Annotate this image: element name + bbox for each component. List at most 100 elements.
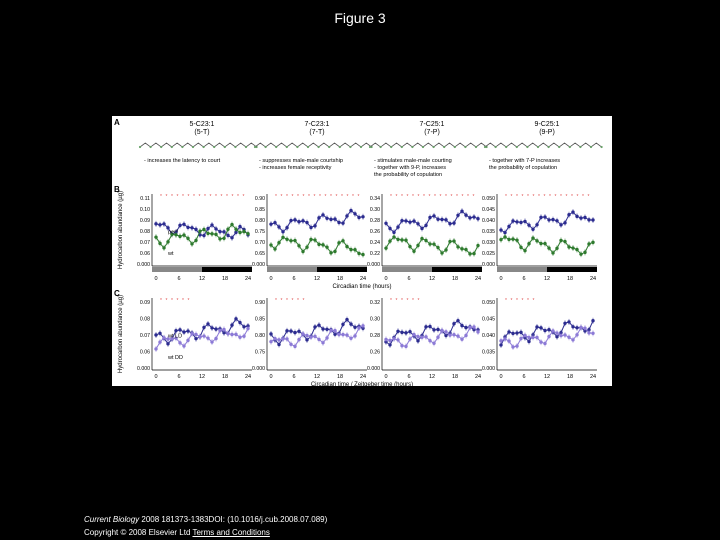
series-per-point (214, 227, 218, 231)
x-tick-label: 24 (360, 374, 366, 380)
series-ld-point (333, 332, 337, 336)
series-wt-point (503, 235, 507, 239)
series-wt-point (218, 237, 222, 241)
series-per-point (361, 215, 365, 219)
series-per-line (270, 209, 364, 233)
panel-a-note: - together with 9-P, increases (374, 165, 446, 171)
terms-link[interactable]: Terms and Conditions (192, 528, 270, 537)
significance-mark: * (177, 194, 179, 200)
series-dd-point (428, 339, 432, 343)
series-ld-point (396, 329, 400, 333)
series-ld-point (507, 330, 511, 334)
series-dd-point (162, 336, 166, 340)
series-ld-point (317, 323, 321, 327)
x-tick-label: 0 (384, 276, 387, 282)
series-dd-point (289, 342, 293, 346)
significance-mark: * (160, 194, 162, 200)
series-wt-point (392, 235, 396, 239)
molecule-atom (558, 145, 561, 149)
series-wt-point (499, 237, 503, 242)
series-ld-point (460, 323, 464, 328)
series-per-point (583, 215, 587, 220)
significance-mark: * (352, 194, 354, 200)
compound-abbr: (9-P) (539, 129, 555, 136)
series-ld-point (424, 325, 428, 329)
y-tick-label: 0.025 (482, 251, 495, 257)
series-wt-point (452, 239, 456, 243)
y-tick-label: 0.32 (370, 300, 380, 306)
compound-abbr: (5-T) (194, 129, 209, 136)
significance-mark: * (560, 194, 562, 200)
significance-mark: * (396, 298, 398, 304)
y-tick-label: 0.08 (140, 317, 150, 323)
series-ld-point (456, 318, 460, 323)
series-dd-point (194, 332, 198, 337)
series-per-point (551, 217, 555, 222)
series-dd-point (309, 335, 313, 339)
series-per-point (396, 225, 400, 229)
molecule-atom (359, 145, 363, 149)
series-wt-point (547, 246, 551, 250)
figure-image: A 5-C23:1 (5-T) - increases the latency to … (112, 116, 612, 386)
significance-mark: * (166, 194, 168, 200)
series-wt-point (329, 251, 333, 255)
series-ld-point (353, 325, 357, 329)
series-label: per⁰ (168, 229, 179, 236)
series-ld-point (571, 325, 575, 329)
significance-mark: * (473, 194, 475, 200)
significance-mark: * (407, 194, 409, 200)
significance-mark: * (292, 194, 294, 200)
significance-mark: * (281, 298, 283, 304)
y-tick-label: 0.22 (370, 251, 380, 257)
x-tick-label: 6 (177, 374, 180, 380)
molecule-atom (390, 145, 393, 149)
series-dd-point (472, 325, 476, 329)
series-per-point (190, 226, 194, 230)
significance-mark: * (516, 194, 518, 200)
copyright-line: Copyright © 2008 Elsevier Ltd Terms and … (84, 528, 270, 537)
series-per-point (309, 225, 313, 230)
series-wt-point (400, 238, 404, 242)
molecule-chain (139, 142, 257, 148)
series-per-point (313, 224, 317, 228)
series-per-point (349, 208, 353, 213)
series-per-point (519, 220, 523, 225)
significance-mark: * (434, 194, 436, 200)
molecule-atom (515, 145, 518, 149)
series-per-point (464, 213, 468, 217)
series-ld-point (222, 331, 226, 335)
series-dd-point (412, 332, 416, 337)
molecule-chain (254, 142, 372, 148)
series-dd-point (551, 329, 555, 333)
series-per-point (238, 224, 242, 229)
series-dd-point (543, 341, 547, 346)
series-per-point (587, 218, 591, 222)
series-wt-point (277, 241, 281, 245)
series-dd-point (448, 333, 452, 337)
x-tick-label: 12 (199, 276, 205, 282)
series-ld-point (206, 322, 210, 326)
y-tick-label: 0.08 (140, 229, 150, 235)
significance-mark: * (522, 298, 524, 304)
series-dd-point (202, 334, 206, 338)
series-wt-line (385, 236, 479, 255)
compound-name: 7-C23:1 (305, 121, 330, 128)
x-tick-label: 18 (452, 276, 458, 282)
subjective-night-bar (317, 267, 367, 272)
x-tick-label: 0 (154, 276, 157, 282)
series-label: wt LD (167, 334, 182, 340)
x-tick-label: 18 (337, 374, 343, 380)
compound-name: 9-C25:1 (535, 121, 560, 128)
series-ld-point (547, 328, 551, 332)
series-ld-point (186, 329, 190, 333)
series-dd-point (392, 337, 396, 341)
series-ld-point (464, 325, 468, 330)
series-per-point (547, 218, 551, 222)
significance-mark: * (577, 194, 579, 200)
series-per-point (222, 230, 226, 234)
y-tick-label: 0.06 (140, 350, 150, 356)
significance-mark: * (533, 298, 535, 304)
series-wt-point (583, 250, 587, 255)
series-dd-point (214, 336, 218, 341)
series-per-point (503, 230, 507, 235)
